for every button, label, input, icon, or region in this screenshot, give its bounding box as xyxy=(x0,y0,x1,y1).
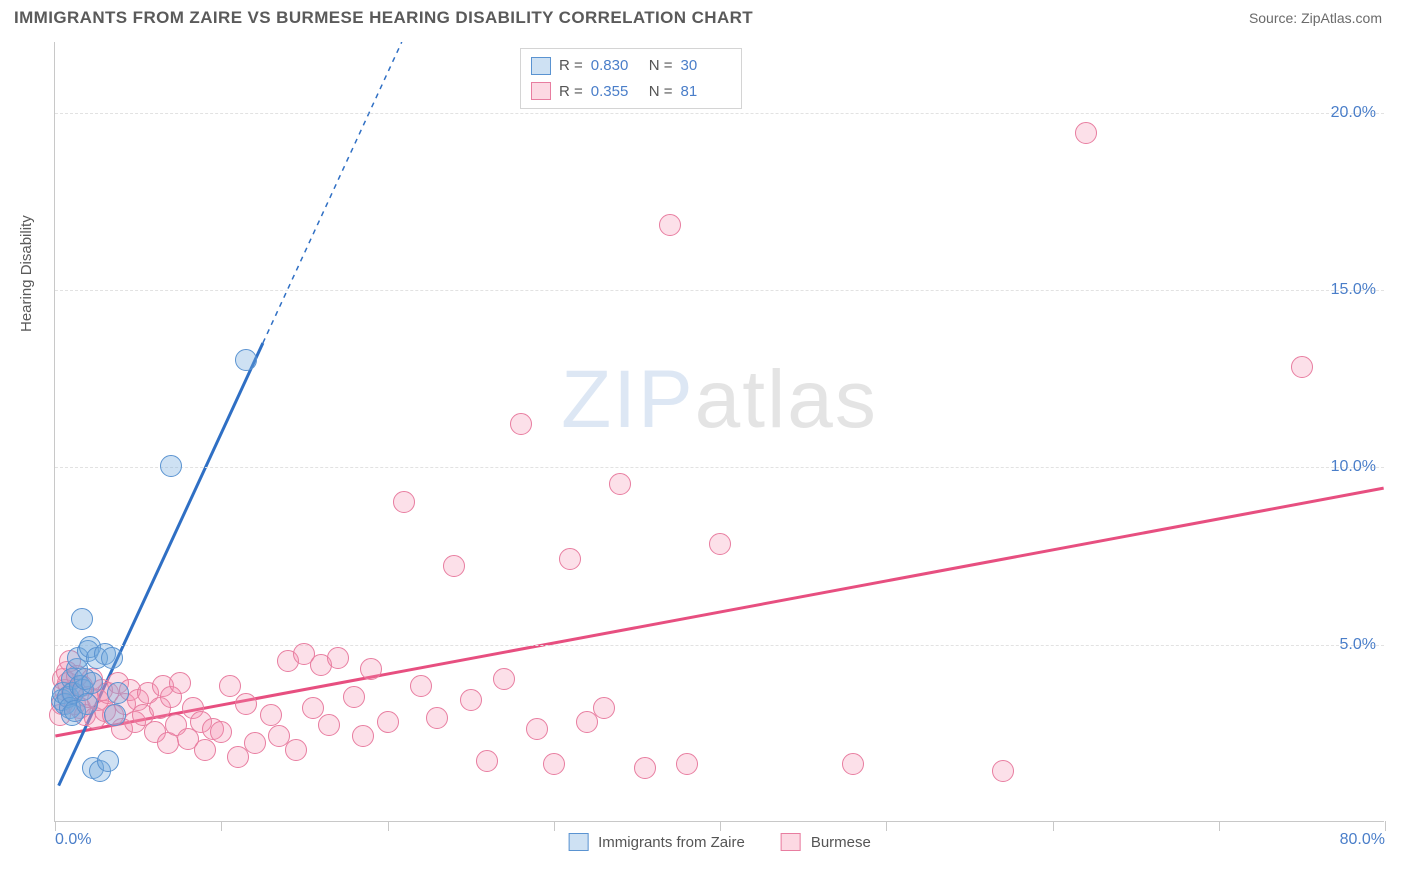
data-point-burmese[interactable] xyxy=(842,753,864,775)
chart-title: IMMIGRANTS FROM ZAIRE VS BURMESE HEARING… xyxy=(14,8,753,28)
data-point-zaire[interactable] xyxy=(107,682,129,704)
data-point-burmese[interactable] xyxy=(559,548,581,570)
data-point-zaire[interactable] xyxy=(160,455,182,477)
n-value-burmese: 81 xyxy=(681,79,731,105)
data-point-burmese[interactable] xyxy=(260,704,282,726)
legend-item-burmese: Burmese xyxy=(781,833,871,851)
x-tick xyxy=(221,821,222,831)
x-tick xyxy=(1053,821,1054,831)
swatch-zaire xyxy=(531,57,551,75)
y-tick-label: 15.0% xyxy=(1331,281,1376,299)
data-point-burmese[interactable] xyxy=(1075,122,1097,144)
data-point-burmese[interactable] xyxy=(709,533,731,555)
data-point-burmese[interactable] xyxy=(352,725,374,747)
gridline-h xyxy=(55,467,1384,468)
data-point-zaire[interactable] xyxy=(76,693,98,715)
swatch-burmese xyxy=(531,82,551,100)
plot-area: ZIPatlas R = 0.830 N = 30 R = 0.355 N = … xyxy=(54,42,1384,822)
data-point-zaire[interactable] xyxy=(97,750,119,772)
data-point-burmese[interactable] xyxy=(543,753,565,775)
x-tick-label: 80.0% xyxy=(1340,831,1385,849)
data-point-burmese[interactable] xyxy=(302,697,324,719)
data-point-burmese[interactable] xyxy=(476,750,498,772)
data-point-burmese[interactable] xyxy=(244,732,266,754)
chart-container: Hearing Disability ZIPatlas R = 0.830 N … xyxy=(0,32,1406,888)
data-point-burmese[interactable] xyxy=(676,753,698,775)
data-point-burmese[interactable] xyxy=(360,658,382,680)
stats-row-zaire: R = 0.830 N = 30 xyxy=(531,53,731,79)
watermark: ZIPatlas xyxy=(561,353,878,447)
source-link[interactable]: ZipAtlas.com xyxy=(1301,10,1382,26)
data-point-burmese[interactable] xyxy=(235,693,257,715)
data-point-zaire[interactable] xyxy=(235,349,257,371)
data-point-burmese[interactable] xyxy=(992,760,1014,782)
r-label: R = xyxy=(559,53,583,79)
source-prefix: Source: xyxy=(1249,10,1301,26)
y-axis-label: Hearing Disability xyxy=(18,215,35,332)
x-tick xyxy=(388,821,389,831)
x-tick xyxy=(886,821,887,831)
y-tick-label: 10.0% xyxy=(1331,458,1376,476)
series-legend: Immigrants from Zaire Burmese xyxy=(568,833,871,851)
watermark-zip: ZIP xyxy=(561,354,695,445)
x-tick xyxy=(55,821,56,831)
y-tick-label: 20.0% xyxy=(1331,104,1376,122)
data-point-zaire[interactable] xyxy=(71,608,93,630)
data-point-burmese[interactable] xyxy=(210,721,232,743)
legend-label-zaire: Immigrants from Zaire xyxy=(598,834,745,851)
data-point-zaire[interactable] xyxy=(104,704,126,726)
data-point-zaire[interactable] xyxy=(101,647,123,669)
r-value-burmese: 0.355 xyxy=(591,79,641,105)
x-tick xyxy=(1219,821,1220,831)
x-tick-label: 0.0% xyxy=(55,831,91,849)
data-point-burmese[interactable] xyxy=(169,672,191,694)
n-value-zaire: 30 xyxy=(681,53,731,79)
data-point-burmese[interactable] xyxy=(410,675,432,697)
data-point-burmese[interactable] xyxy=(285,739,307,761)
data-point-zaire[interactable] xyxy=(81,672,103,694)
data-point-burmese[interactable] xyxy=(659,214,681,236)
x-tick xyxy=(720,821,721,831)
legend-label-burmese: Burmese xyxy=(811,834,871,851)
data-point-burmese[interactable] xyxy=(609,473,631,495)
data-point-burmese[interactable] xyxy=(327,647,349,669)
data-point-burmese[interactable] xyxy=(1291,356,1313,378)
gridline-h xyxy=(55,113,1384,114)
data-point-burmese[interactable] xyxy=(194,739,216,761)
data-point-burmese[interactable] xyxy=(426,707,448,729)
chart-header: IMMIGRANTS FROM ZAIRE VS BURMESE HEARING… xyxy=(0,0,1406,32)
x-tick xyxy=(1385,821,1386,831)
stats-legend: R = 0.830 N = 30 R = 0.355 N = 81 xyxy=(520,48,742,109)
swatch-burmese-icon xyxy=(781,833,801,851)
data-point-burmese[interactable] xyxy=(593,697,615,719)
data-point-burmese[interactable] xyxy=(393,491,415,513)
x-tick xyxy=(554,821,555,831)
data-point-burmese[interactable] xyxy=(219,675,241,697)
data-point-burmese[interactable] xyxy=(443,555,465,577)
swatch-zaire-icon xyxy=(568,833,588,851)
data-point-burmese[interactable] xyxy=(526,718,548,740)
gridline-h xyxy=(55,645,1384,646)
stats-row-burmese: R = 0.355 N = 81 xyxy=(531,79,731,105)
data-point-burmese[interactable] xyxy=(343,686,365,708)
gridline-h xyxy=(55,290,1384,291)
watermark-atlas: atlas xyxy=(695,354,878,445)
r-value-zaire: 0.830 xyxy=(591,53,641,79)
n-label: N = xyxy=(649,79,673,105)
y-tick-label: 5.0% xyxy=(1340,636,1376,654)
data-point-burmese[interactable] xyxy=(318,714,340,736)
data-point-burmese[interactable] xyxy=(377,711,399,733)
data-point-burmese[interactable] xyxy=(493,668,515,690)
n-label: N = xyxy=(649,53,673,79)
source-attribution: Source: ZipAtlas.com xyxy=(1249,10,1382,26)
r-label: R = xyxy=(559,79,583,105)
legend-item-zaire: Immigrants from Zaire xyxy=(568,833,745,851)
data-point-burmese[interactable] xyxy=(510,413,532,435)
data-point-burmese[interactable] xyxy=(634,757,656,779)
data-point-burmese[interactable] xyxy=(460,689,482,711)
